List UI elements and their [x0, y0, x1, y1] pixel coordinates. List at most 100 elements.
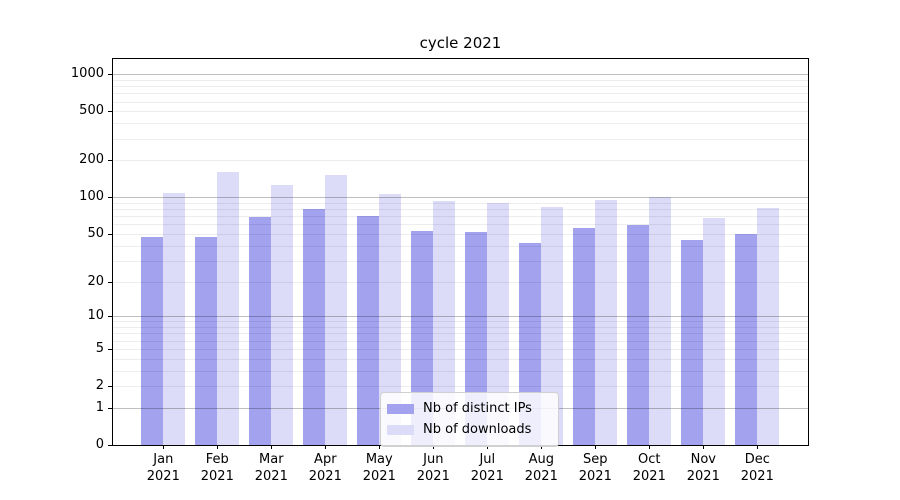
x-tick-label: Aug 2021	[514, 451, 568, 485]
x-tick-year: 2021	[686, 469, 720, 484]
x-tick-label: Dec 2021	[730, 451, 784, 485]
x-tick-year: 2021	[254, 469, 288, 484]
gridline-minor	[113, 93, 808, 95]
x-tick-month: Jun	[423, 452, 444, 467]
x-tick-year: 2021	[740, 469, 774, 484]
x-tick-label: Mar 2021	[244, 451, 298, 485]
bar-nb-of-downloads-oct	[649, 196, 672, 445]
legend-row: Nb of distinct IPs	[387, 398, 550, 419]
x-tick-month: Jan	[153, 452, 174, 467]
y-tick-label: 500	[79, 103, 104, 119]
y-tick-mark	[108, 348, 112, 350]
bar-nb-of-distinct-ips-jul	[465, 231, 488, 445]
x-tick-month: Apr	[314, 452, 337, 467]
x-tick-year: 2021	[524, 469, 558, 484]
x-tick-label: Jul 2021	[460, 451, 514, 485]
bar-nb-of-distinct-ips-sep	[573, 228, 596, 445]
x-tick-label: Jun 2021	[406, 451, 460, 485]
x-tick-label: May 2021	[352, 451, 406, 485]
gridline-minor	[113, 123, 808, 125]
y-tick-label: 50	[87, 226, 104, 242]
legend-swatch-downloads	[387, 424, 414, 435]
y-tick-mark	[108, 316, 112, 318]
gridline-minor	[113, 209, 808, 211]
legend-swatch-distinct-ips	[387, 403, 414, 414]
x-tick-mark	[379, 445, 381, 449]
x-tick-mark	[163, 445, 165, 449]
bar-nb-of-downloads-jul	[487, 202, 510, 445]
x-tick-label: Nov 2021	[676, 451, 730, 485]
gridline-minor	[113, 79, 808, 81]
gridline-minor	[113, 358, 808, 360]
bar-nb-of-downloads-nov	[703, 217, 726, 445]
bar-nb-of-downloads-mar	[271, 184, 294, 445]
y-tick-label: 100	[79, 189, 104, 205]
x-tick-mark	[271, 445, 273, 449]
gridline-major	[113, 74, 808, 76]
bar-nb-of-downloads-apr	[325, 175, 348, 445]
y-tick-mark	[108, 234, 112, 236]
y-tick-label: 20	[87, 273, 104, 289]
bar-nb-of-downloads-aug	[541, 206, 564, 445]
x-tick-year: 2021	[632, 469, 666, 484]
x-tick-month: May	[365, 452, 393, 467]
x-tick-mark	[217, 445, 219, 449]
gridline-minor	[113, 234, 808, 236]
x-tick-year: 2021	[200, 469, 234, 484]
bar-nb-of-downloads-feb	[217, 172, 240, 445]
x-tick-label: Oct 2021	[622, 451, 676, 485]
gridline-minor	[113, 260, 808, 262]
y-tick-mark	[108, 407, 112, 409]
x-tick-mark	[541, 445, 543, 449]
gridline-minor	[113, 138, 808, 140]
y-tick-label: 10	[87, 308, 104, 324]
x-tick-mark	[487, 445, 489, 449]
gridline-minor	[113, 160, 808, 162]
y-tick-label: 0	[95, 437, 104, 452]
gridline-minor	[113, 333, 808, 335]
gridline-minor	[113, 111, 808, 113]
x-tick-label: Jan 2021	[136, 451, 190, 485]
x-tick-label: Apr 2021	[298, 451, 352, 485]
x-tick-month: Dec	[744, 452, 770, 467]
gridline-minor	[113, 86, 808, 88]
gridline-minor	[113, 245, 808, 247]
bar-nb-of-distinct-ips-mar	[249, 217, 272, 445]
gridline-minor	[113, 202, 808, 204]
legend: Nb of distinct IPs Nb of downloads	[380, 392, 559, 447]
bar-nb-of-downloads-jun	[433, 201, 456, 445]
gridline-minor	[113, 340, 808, 342]
bar-nb-of-distinct-ips-may	[357, 216, 380, 445]
x-tick-year: 2021	[416, 469, 450, 484]
x-tick-year: 2021	[578, 469, 612, 484]
x-tick-month: Mar	[259, 452, 284, 467]
x-tick-month: Nov	[690, 452, 716, 467]
x-tick-month: Oct	[638, 452, 661, 467]
y-tick-mark	[108, 386, 112, 388]
legend-label-downloads: Nb of downloads	[423, 422, 532, 437]
gridline-minor	[113, 348, 808, 350]
y-tick-mark	[108, 281, 112, 283]
bar-nb-of-distinct-ips-jun	[411, 230, 434, 445]
chart-title: cycle 2021	[419, 34, 502, 52]
plot-area: Nb of distinct IPs Nb of downloads	[112, 58, 809, 447]
bar-nb-of-distinct-ips-apr	[303, 209, 326, 445]
bar-nb-of-distinct-ips-jan	[141, 237, 164, 445]
bar-nb-of-distinct-ips-feb	[195, 237, 218, 445]
bar-nb-of-distinct-ips-nov	[681, 239, 704, 445]
x-tick-year: 2021	[308, 469, 342, 484]
gridline-minor	[113, 216, 808, 218]
bar-nb-of-downloads-may	[379, 193, 402, 445]
legend-row: Nb of downloads	[387, 419, 550, 440]
x-tick-year: 2021	[362, 469, 396, 484]
gridline-minor	[113, 327, 808, 329]
gridline-minor	[113, 321, 808, 323]
y-tick-label: 1	[95, 399, 104, 415]
y-tick-mark	[108, 445, 112, 446]
x-tick-month: Sep	[583, 452, 608, 467]
x-tick-mark	[649, 445, 651, 449]
y-tick-label: 2	[95, 378, 104, 394]
x-tick-mark	[595, 445, 597, 449]
bar-nb-of-distinct-ips-dec	[735, 234, 758, 445]
